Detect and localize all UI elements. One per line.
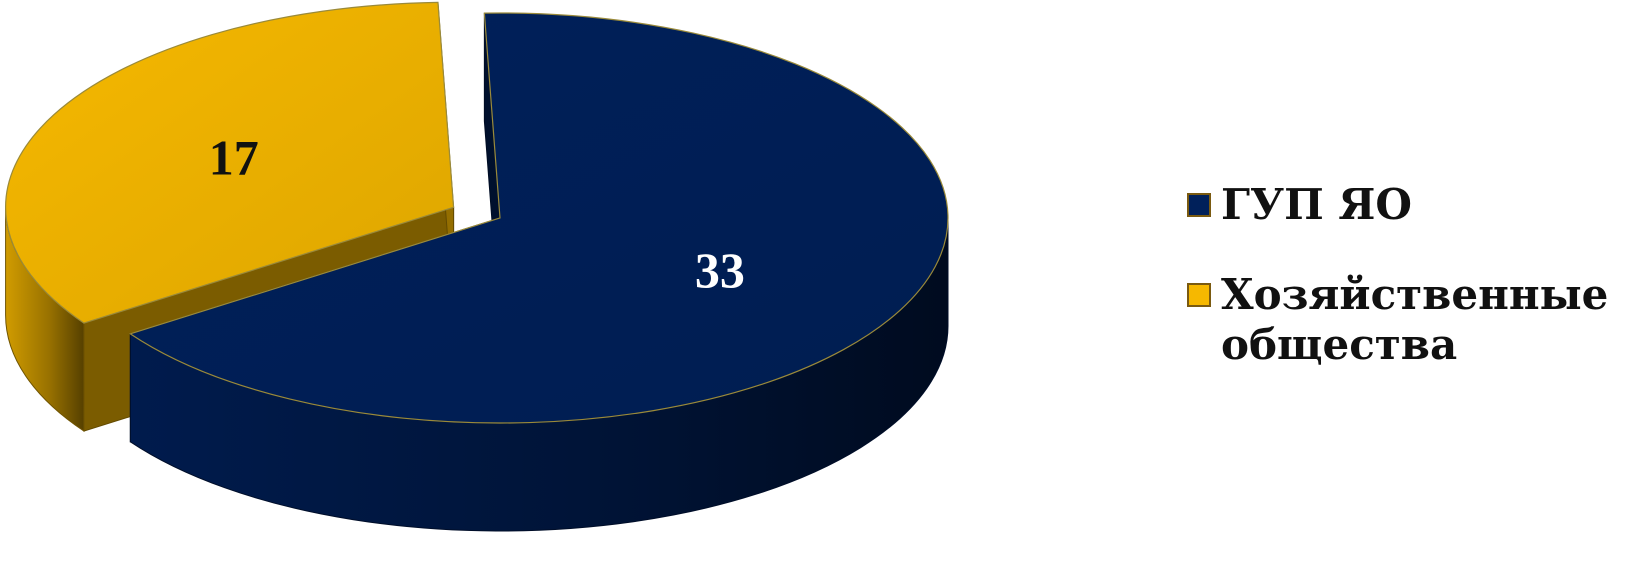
- pie-slice-0: [128, 12, 949, 532]
- pie-slice-top-0: [128, 12, 949, 424]
- pie-slice-top-1: [5, 1, 455, 324]
- chart-legend: ГУП ЯО Хозяйственные общества: [1187, 180, 1647, 410]
- legend-swatch-companies: [1187, 283, 1211, 307]
- data-label-1: 17: [209, 129, 259, 185]
- legend-label-companies: Хозяйственные общества: [1221, 270, 1609, 369]
- legend-swatch-gup-yao: [1187, 193, 1211, 217]
- legend-item-gup-yao: ГУП ЯО: [1187, 180, 1647, 230]
- legend-label-gup-yao: ГУП ЯО: [1221, 180, 1412, 229]
- pie-slices: [5, 1, 949, 532]
- data-label-0: 33: [695, 242, 745, 298]
- legend-item-companies: Хозяйственные общества: [1187, 270, 1647, 370]
